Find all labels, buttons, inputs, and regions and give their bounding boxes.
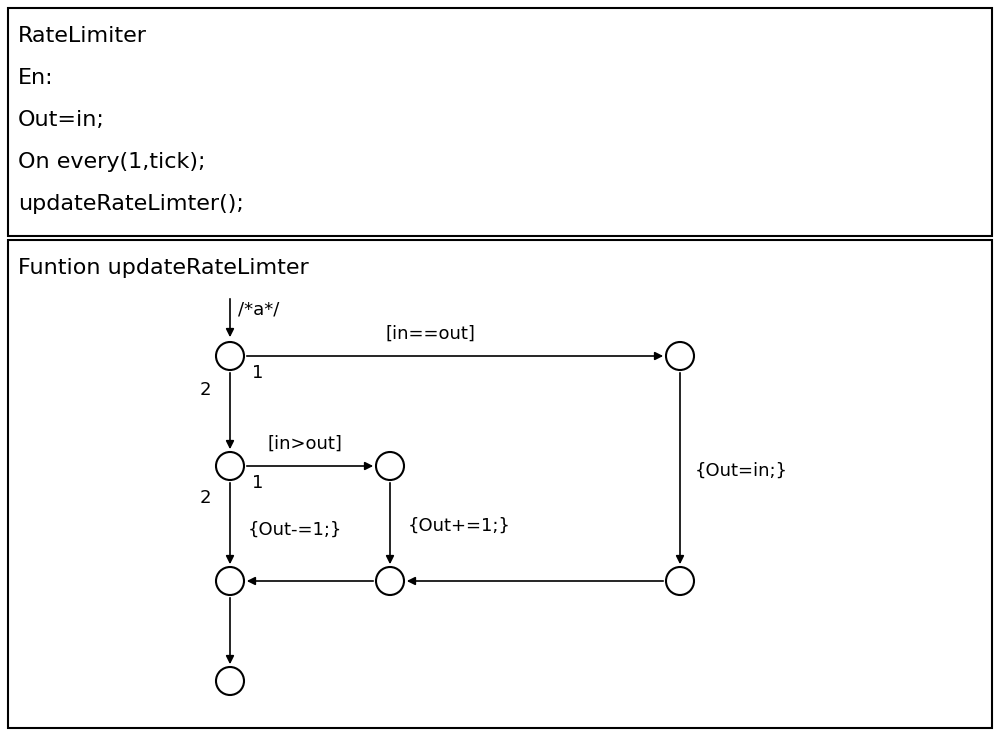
Text: 2: 2	[200, 489, 212, 507]
Text: {Out+=1;}: {Out+=1;}	[408, 517, 511, 535]
Text: {Out=in;}: {Out=in;}	[695, 462, 788, 480]
Text: Funtion updateRateLimter: Funtion updateRateLimter	[18, 258, 309, 278]
Text: En:: En:	[18, 68, 54, 88]
Text: RateLimiter: RateLimiter	[18, 26, 147, 46]
Text: 1: 1	[252, 474, 263, 492]
Text: [in==out]: [in==out]	[385, 325, 475, 343]
Bar	[8, 8, 992, 236]
Text: Out=in;: Out=in;	[18, 110, 105, 130]
Text: On every(1,tick);: On every(1,tick);	[18, 152, 206, 172]
Text: /*a*/: /*a*/	[238, 301, 279, 319]
Text: 2: 2	[200, 381, 212, 399]
Text: [in>out]: [in>out]	[268, 435, 342, 453]
Bar	[8, 240, 992, 728]
Text: updateRateLimter();: updateRateLimter();	[18, 194, 244, 214]
Text: 1: 1	[252, 364, 263, 382]
Text: {Out-=1;}: {Out-=1;}	[248, 521, 342, 539]
